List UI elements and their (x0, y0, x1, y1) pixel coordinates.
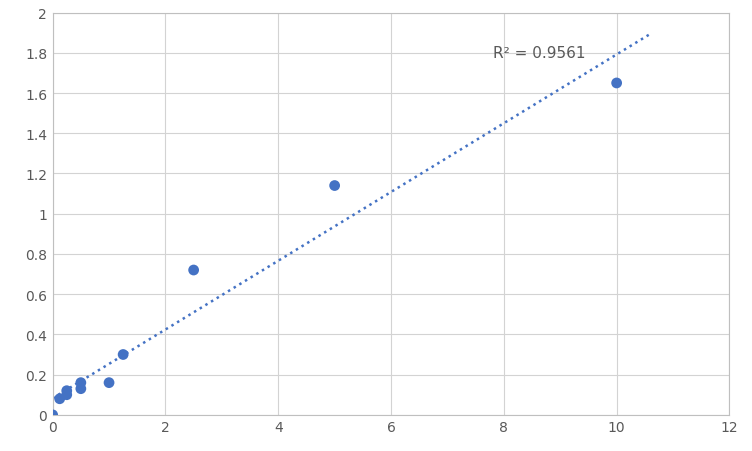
Point (47, 411, 59, 419)
Point (103, 379, 115, 387)
Point (61, 387, 73, 395)
Text: R² = 0.9561: R² = 0.9561 (493, 46, 585, 60)
Point (75, 379, 86, 387)
Point (53, 395, 65, 402)
Point (117, 351, 129, 358)
Point (329, 183, 341, 190)
Point (75, 385, 86, 392)
Point (61, 391, 73, 399)
Point (187, 267, 199, 274)
Point (611, 80, 623, 87)
